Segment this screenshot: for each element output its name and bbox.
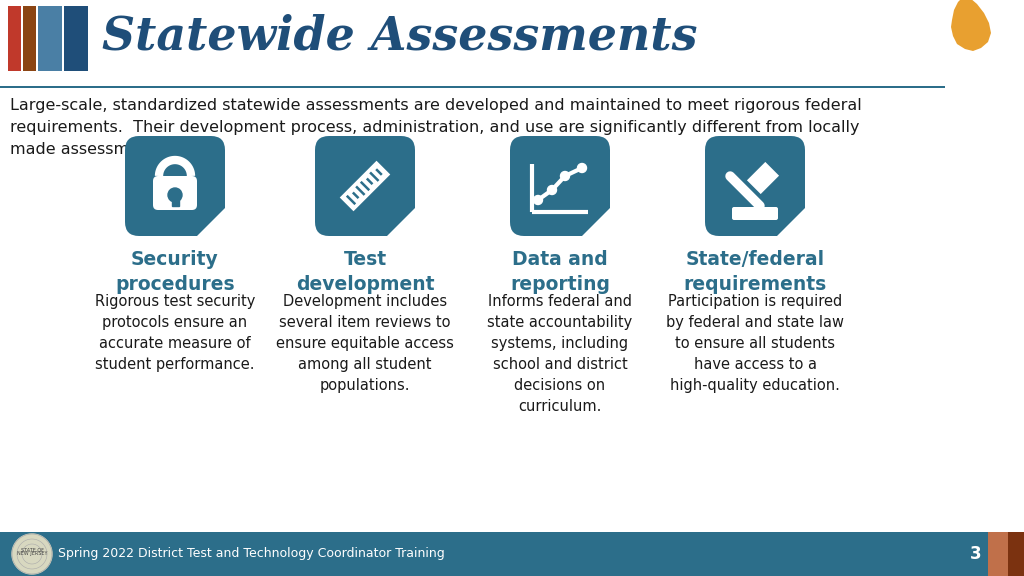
Text: Data and
reporting: Data and reporting [510, 250, 610, 294]
Polygon shape [951, 0, 991, 51]
Bar [171, 193, 178, 206]
FancyBboxPatch shape [732, 207, 778, 220]
Text: NEW JERSEY: NEW JERSEY [16, 551, 47, 556]
Text: Development includes
several item reviews to
ensure equitable access
among all s: Development includes several item review… [276, 294, 454, 393]
Circle shape [548, 185, 556, 195]
Polygon shape [387, 208, 415, 236]
Text: Spring 2022 District Test and Technology Coordinator Training: Spring 2022 District Test and Technology… [58, 548, 444, 560]
Text: 3: 3 [970, 545, 982, 563]
Polygon shape [197, 208, 225, 236]
FancyBboxPatch shape [510, 136, 610, 236]
Text: Test
development: Test development [296, 250, 434, 294]
Bar [8, 6, 22, 71]
FancyBboxPatch shape [315, 136, 415, 236]
FancyBboxPatch shape [153, 176, 197, 210]
FancyBboxPatch shape [125, 136, 225, 236]
Bar [1008, 532, 1024, 576]
Text: STATE OF: STATE OF [20, 548, 43, 552]
Text: State/federal
requirements: State/federal requirements [683, 250, 826, 294]
Text: Participation is required
by federal and state law
to ensure all students
have a: Participation is required by federal and… [666, 294, 844, 393]
Text: Informs federal and
state accountability
systems, including
school and district
: Informs federal and state accountability… [487, 294, 633, 414]
Polygon shape [777, 208, 805, 236]
Bar [0, 532, 1024, 576]
Text: Statewide Assessments: Statewide Assessments [102, 13, 697, 59]
Text: Security
procedures: Security procedures [115, 250, 234, 294]
Circle shape [578, 164, 587, 172]
Bar [63, 6, 88, 71]
Bar [988, 532, 1008, 576]
Text: Rigorous test security
protocols ensure an
accurate measure of
student performan: Rigorous test security protocols ensure … [95, 294, 255, 372]
Circle shape [168, 188, 182, 202]
Polygon shape [582, 208, 610, 236]
Circle shape [560, 172, 569, 180]
Polygon shape [12, 534, 52, 574]
Bar [38, 6, 62, 71]
Circle shape [534, 195, 543, 204]
Bar [0, 85, 945, 88]
Bar [0, 0, 1024, 86]
Text: Large-scale, standardized statewide assessments are developed and maintained to : Large-scale, standardized statewide asse… [10, 98, 862, 157]
FancyBboxPatch shape [705, 136, 805, 236]
Bar [23, 6, 36, 71]
